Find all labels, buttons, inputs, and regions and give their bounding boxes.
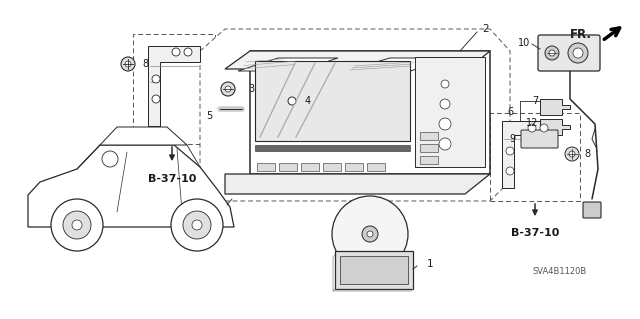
Polygon shape — [148, 46, 200, 126]
Circle shape — [184, 48, 192, 56]
Polygon shape — [225, 174, 490, 194]
Bar — [323, 163, 341, 171]
Polygon shape — [540, 99, 570, 115]
Circle shape — [528, 124, 536, 132]
Polygon shape — [200, 29, 510, 201]
Circle shape — [441, 80, 449, 88]
Circle shape — [439, 118, 451, 130]
Circle shape — [183, 211, 211, 239]
Text: 10: 10 — [518, 38, 530, 48]
FancyBboxPatch shape — [583, 202, 601, 218]
Bar — [345, 163, 363, 171]
Text: 4: 4 — [305, 96, 311, 106]
Polygon shape — [540, 119, 570, 135]
Text: 9: 9 — [510, 134, 516, 144]
Bar — [367, 163, 385, 171]
Bar — [415, 57, 485, 167]
Bar — [255, 145, 410, 151]
Circle shape — [506, 167, 514, 175]
Text: 5: 5 — [205, 111, 212, 121]
Bar — [279, 163, 297, 171]
Polygon shape — [502, 121, 557, 188]
Bar — [257, 163, 275, 171]
Polygon shape — [28, 145, 234, 227]
FancyBboxPatch shape — [521, 130, 558, 148]
Circle shape — [288, 97, 296, 105]
Circle shape — [152, 95, 160, 103]
Text: 8: 8 — [584, 149, 590, 159]
Circle shape — [121, 57, 135, 71]
Circle shape — [51, 199, 103, 251]
Circle shape — [545, 46, 559, 60]
Text: 7: 7 — [532, 96, 538, 106]
Bar — [420, 132, 438, 140]
Circle shape — [192, 220, 202, 230]
Circle shape — [225, 86, 231, 92]
Text: 3: 3 — [248, 84, 254, 94]
Circle shape — [573, 48, 583, 58]
Polygon shape — [250, 51, 490, 174]
Bar — [490, 113, 580, 201]
Bar — [340, 256, 408, 284]
Circle shape — [439, 138, 451, 150]
Text: 2: 2 — [482, 24, 488, 34]
Circle shape — [540, 124, 548, 132]
Circle shape — [72, 220, 82, 230]
Text: B-37-10: B-37-10 — [148, 174, 196, 184]
Bar — [255, 61, 410, 141]
Polygon shape — [225, 51, 490, 69]
Bar — [301, 163, 319, 171]
Circle shape — [565, 147, 579, 161]
Text: 12: 12 — [525, 118, 538, 128]
Polygon shape — [100, 127, 187, 145]
Text: 6: 6 — [508, 107, 514, 117]
Text: SVA4B1120B: SVA4B1120B — [533, 266, 587, 276]
Polygon shape — [345, 58, 455, 71]
Bar — [133, 34, 215, 144]
Circle shape — [332, 196, 408, 272]
Circle shape — [63, 211, 91, 239]
Circle shape — [125, 61, 131, 67]
Circle shape — [362, 226, 378, 242]
Circle shape — [506, 147, 514, 155]
Circle shape — [440, 99, 450, 109]
Bar — [420, 144, 438, 152]
Circle shape — [152, 75, 160, 83]
Circle shape — [569, 151, 575, 157]
Circle shape — [221, 82, 235, 96]
Text: 8: 8 — [142, 59, 148, 69]
Circle shape — [102, 151, 118, 167]
Circle shape — [367, 231, 373, 237]
Circle shape — [549, 50, 555, 56]
Bar — [420, 156, 438, 164]
Circle shape — [172, 48, 180, 56]
Text: 1: 1 — [427, 259, 434, 269]
Text: FR.: FR. — [570, 28, 592, 41]
Text: B-37-10: B-37-10 — [511, 228, 559, 238]
Circle shape — [171, 199, 223, 251]
Circle shape — [568, 43, 588, 63]
Polygon shape — [238, 58, 338, 71]
FancyBboxPatch shape — [538, 35, 600, 71]
Bar — [335, 251, 413, 289]
